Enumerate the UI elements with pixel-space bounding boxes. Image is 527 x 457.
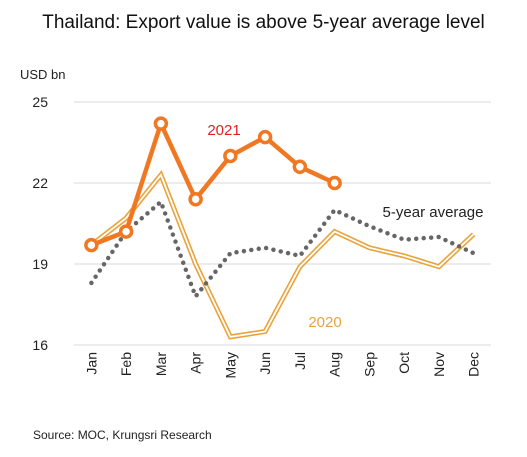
y-tick-19: 19	[32, 256, 48, 272]
x-tick-jun: Jun	[257, 352, 273, 375]
y-tick-25: 25	[32, 94, 48, 110]
y-tick-labels: 16 19 22 25	[32, 94, 48, 353]
series-2021-line	[90, 121, 336, 248]
series-5-year-average	[89, 199, 476, 299]
x-tick-dec: Dec	[466, 352, 482, 377]
series-2020-line	[89, 169, 476, 340]
series-2021-point-jul	[292, 159, 308, 175]
x-tick-apr: Apr	[188, 352, 204, 374]
x-tick-mar: Mar	[153, 352, 169, 376]
chart-title: Thailand: Export value is above 5-year a…	[42, 12, 485, 33]
series-layer	[84, 116, 476, 340]
series-2020-line-inner	[90, 173, 475, 338]
x-tick-sep: Sep	[361, 352, 377, 377]
x-tick-aug: Aug	[327, 352, 343, 377]
source-note: Source: MOC, Krungsri Research	[33, 428, 212, 442]
series-label-2021: 2021	[207, 122, 240, 139]
series-2021-point-aug	[327, 175, 342, 191]
series-2021-point-jun	[257, 129, 273, 145]
series-label-5-year-average: 5-year average	[383, 204, 484, 221]
x-tick-may: May	[222, 352, 238, 378]
series-2021-point-apr	[188, 191, 203, 207]
series-label-2020: 2020	[308, 314, 341, 331]
y-axis-label: USD bn	[20, 67, 66, 82]
series-2021	[84, 116, 342, 253]
x-tick-labels: Jan Feb Mar Apr May Jun Jul Aug Sep Oct Nov Dec	[83, 352, 481, 379]
y-tick-16: 16	[32, 337, 48, 353]
series-2021-point-mar	[153, 116, 169, 131]
series-labels: 2021 2020 5-year average	[207, 122, 483, 331]
series-2021-point-may	[223, 148, 238, 164]
x-tick-feb: Feb	[118, 352, 134, 376]
series-2020	[89, 169, 476, 340]
x-tick-oct: Oct	[396, 352, 412, 374]
series-2021-point-feb	[118, 224, 134, 239]
x-tick-nov: Nov	[431, 352, 447, 377]
series-2021-point-jan	[84, 237, 99, 253]
series-5-year-average-line	[89, 199, 476, 299]
x-tick-jan: Jan	[83, 352, 99, 375]
x-tick-jul: Jul	[292, 352, 308, 370]
y-tick-22: 22	[32, 175, 48, 191]
